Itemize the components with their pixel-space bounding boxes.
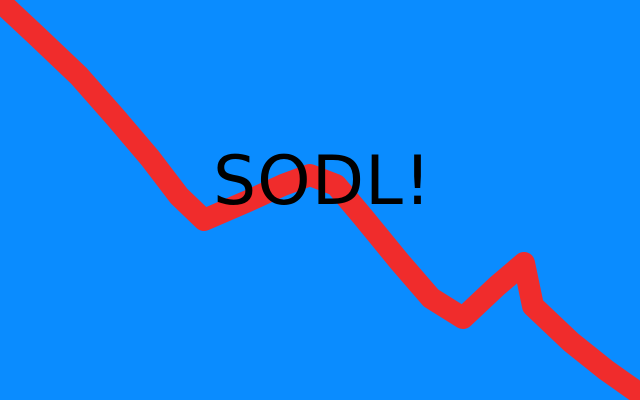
sodl-headline: SODL!	[213, 142, 433, 221]
